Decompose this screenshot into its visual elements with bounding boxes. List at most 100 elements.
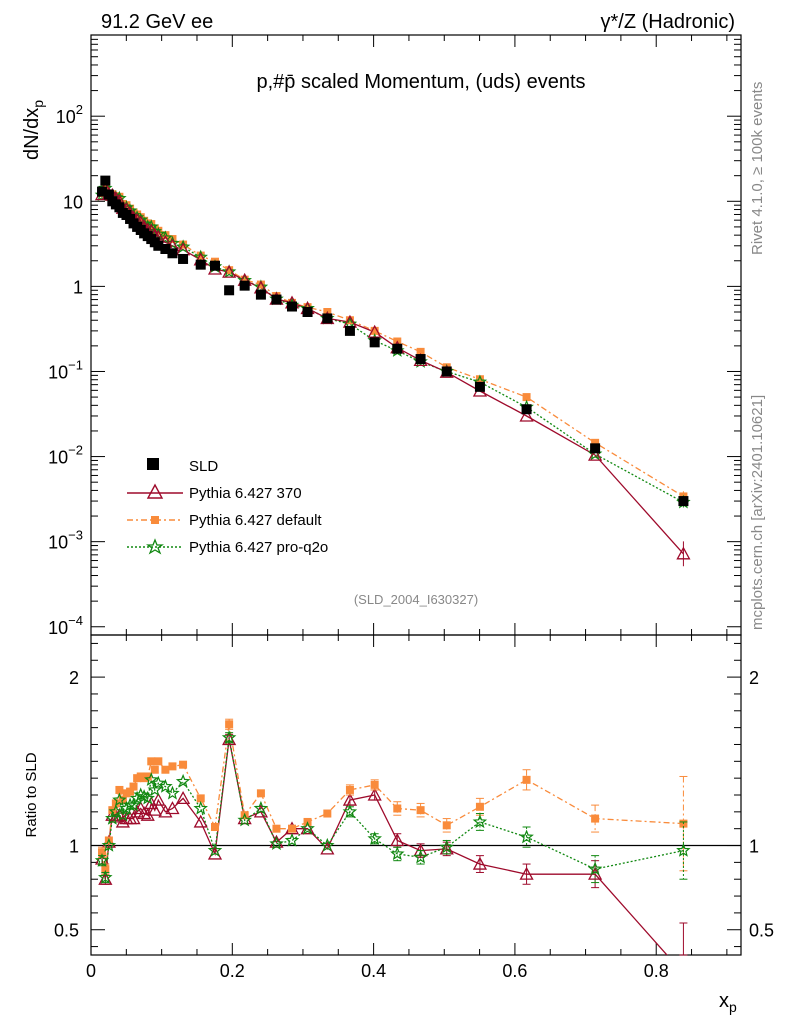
data-point-sld	[224, 285, 235, 296]
ratio-point-pythia-6-427-pro-q2o	[390, 846, 405, 861]
ratio-point-pythia-6-427-370	[158, 804, 173, 818]
data-point-sld	[239, 280, 250, 291]
ratio-point-pythia-6-427-370	[472, 856, 488, 870]
ratio-point-pythia-6-427-pro-q2o	[342, 804, 358, 819]
ratio-point-pythia-6-427-default	[196, 794, 205, 803]
data-point-sld	[114, 202, 125, 213]
ratio-point-pythia-6-427-pro-q2o	[115, 807, 131, 822]
data-point-pythia-6-427-pro-q2o	[221, 264, 237, 279]
ratio-point-pythia-6-427-pro-q2o	[253, 800, 269, 815]
y-axis-label-sub: p	[30, 100, 46, 108]
ratio-point-pythia-6-427-pro-q2o	[158, 778, 173, 793]
analysis-id-label: (SLD_2004_I630327)	[354, 592, 478, 607]
legend-label-default: Pythia 6.427 default	[189, 512, 322, 529]
data-point-pythia-6-427-370	[519, 408, 534, 422]
data-point-pythia-6-427-370	[676, 546, 691, 560]
data-point-pythia-6-427-default	[196, 251, 205, 260]
ratio-point-pythia-6-427-default	[150, 765, 159, 774]
ratio-point-pythia-6-427-default	[256, 789, 265, 798]
data-point-sld	[160, 243, 171, 254]
data-point-pythia-6-427-default	[591, 438, 600, 447]
x-tick-label: 0.2	[220, 961, 245, 981]
ratio-point-pythia-6-427-default	[115, 785, 124, 794]
data-point-sld	[167, 248, 178, 259]
ratio-point-pythia-6-427-default	[154, 757, 163, 766]
data-point-sld	[392, 343, 403, 354]
svg-text:dN/dxp: dN/dxp	[21, 100, 46, 160]
data-point-sld	[103, 189, 114, 200]
ratio-point-pythia-6-427-370	[367, 787, 382, 801]
ratio-point-pythia-6-427-370	[147, 802, 162, 816]
ratio-point-pythia-6-427-default	[179, 760, 188, 769]
y-axis-label: dN/dxp	[21, 100, 46, 160]
data-point-pythia-6-427-default	[115, 192, 124, 201]
ratio-point-pythia-6-427-370	[126, 811, 141, 825]
ratio-point-pythia-6-427-pro-q2o	[94, 853, 110, 867]
legend: SLD Pythia 6.427 370 Pythia 6.427 defaul…	[127, 458, 328, 556]
mcplots-credit-label: mcplots.cern.ch [arXiv:2401.10621]	[749, 395, 766, 630]
ratio-point-pythia-6-427-default	[143, 772, 152, 781]
ratio-point-pythia-6-427-pro-q2o	[320, 837, 335, 852]
data-point-sld	[287, 301, 298, 312]
ratio-point-pythia-6-427-default	[98, 848, 107, 857]
header-energy-label: 91.2 GeV ee	[101, 11, 213, 33]
data-point-sld	[322, 313, 333, 324]
y-tick-label: 1	[73, 277, 83, 297]
data-point-pythia-6-427-default	[101, 182, 110, 191]
ratio-point-pythia-6-427-370	[300, 821, 315, 835]
ratio-point-pythia-6-427-370	[130, 804, 145, 818]
data-point-sld	[153, 240, 164, 251]
y-tick-label: 10	[63, 192, 83, 212]
ratio-point-pythia-6-427-pro-q2o	[367, 831, 382, 845]
ratio-point-pythia-6-427-pro-q2o	[112, 792, 127, 807]
data-point-pythia-6-427-default	[240, 275, 249, 284]
data-point-pythia-6-427-default	[416, 347, 425, 356]
ratio-point-pythia-6-427-default	[591, 814, 600, 823]
y-tick-label: 10−2	[48, 443, 83, 468]
ratio-point-pythia-6-427-pro-q2o	[193, 800, 208, 815]
ratio-point-pythia-6-427-pro-q2o	[98, 869, 113, 884]
data-point-sld	[590, 443, 601, 454]
data-point-sld	[255, 289, 266, 300]
data-point-sld	[678, 496, 689, 507]
y-tick-label: 10−4	[48, 613, 83, 638]
legend-label-q2o: Pythia 6.427 pro-q2o	[189, 539, 328, 556]
ratio-point-pythia-6-427-pro-q2o	[140, 790, 155, 805]
ratio-point-pythia-6-427-default	[522, 775, 531, 784]
ratio-point-pythia-6-427-default	[225, 720, 234, 729]
y-axis-label-main: dN/dx	[21, 108, 43, 160]
data-point-pythia-6-427-default	[522, 393, 531, 402]
ratio-tick-label-left: 1	[69, 837, 79, 857]
ratio-point-pythia-6-427-default	[345, 785, 354, 794]
ratio-point-pythia-6-427-default	[272, 824, 281, 833]
data-point-sld	[195, 259, 206, 270]
ratio-point-pythia-6-427-pro-q2o	[472, 814, 488, 829]
ratio-plot-frame	[90, 634, 742, 956]
ratio-tick-label-left: 2	[69, 668, 79, 688]
ratio-point-pythia-6-427-pro-q2o	[519, 829, 534, 844]
ratio-point-pythia-6-427-default	[210, 823, 219, 831]
ratio-point-pythia-6-427-370	[151, 792, 166, 806]
ratio-point-pythia-6-427-pro-q2o	[175, 773, 191, 788]
x-tick-label: 0.6	[502, 961, 527, 981]
ratio-point-pythia-6-427-pro-q2o	[269, 836, 284, 851]
ratio-point-pythia-6-427-pro-q2o	[221, 730, 237, 744]
ratio-point-pythia-6-427-pro-q2o	[587, 861, 603, 876]
ratio-tick-label-left: 0.5	[54, 921, 79, 941]
ratio-point-pythia-6-427-default	[168, 762, 177, 771]
data-point-pythia-6-427-default	[225, 266, 234, 275]
ratio-point-pythia-6-427-pro-q2o	[439, 839, 454, 854]
ratio-point-pythia-6-427-370	[519, 866, 534, 880]
data-point-pythia-6-427-default	[256, 280, 265, 289]
data-point-sld	[344, 325, 355, 336]
ratio-tick-label-right: 0.5	[749, 921, 774, 941]
ratio-point-pythia-6-427-370	[137, 806, 152, 820]
data-point-sld	[441, 366, 452, 377]
ratio-point-pythia-6-427-370	[175, 791, 191, 805]
ratio-point-pythia-6-427-pro-q2o	[105, 810, 120, 825]
ratio-point-pythia-6-427-pro-q2o	[126, 797, 141, 812]
data-point-pythia-6-427-default	[345, 316, 354, 325]
legend-marker-370	[146, 483, 164, 499]
legend-label-370: Pythia 6.427 370	[189, 485, 302, 502]
ratio-point-pythia-6-427-default	[288, 824, 297, 833]
